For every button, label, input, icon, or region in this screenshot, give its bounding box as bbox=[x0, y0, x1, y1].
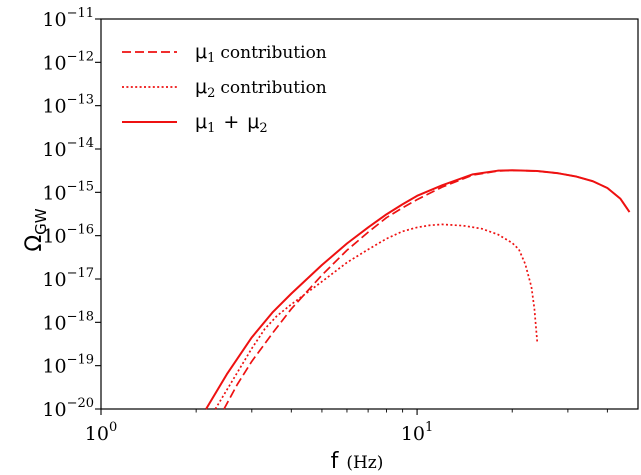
legend-plus: + bbox=[223, 111, 239, 133]
y-tick-label: 10−18 bbox=[42, 309, 94, 334]
x-axis-symbol: f bbox=[331, 449, 340, 474]
y-tick-exponent: −17 bbox=[67, 266, 94, 281]
y-tick-label: 10−17 bbox=[42, 266, 94, 291]
ticks-layer: 10−2010−1910−1810−1710−1610−1510−1410−13… bbox=[42, 6, 608, 445]
plot-area bbox=[100, 18, 639, 410]
y-tick-label: 10−13 bbox=[42, 93, 94, 118]
y-tick-label: 10−19 bbox=[42, 353, 94, 378]
x-tick-base: 10 bbox=[85, 423, 109, 445]
legend-subscript: 1 bbox=[207, 121, 215, 136]
y-tick-label: 10−15 bbox=[42, 179, 94, 204]
y-tick-label: 10−11 bbox=[42, 6, 94, 31]
y-tick-base: 10 bbox=[42, 182, 66, 204]
y-tick-base: 10 bbox=[42, 9, 66, 31]
legend-label-1: μ1 contribution bbox=[195, 41, 327, 66]
legend-text: contribution bbox=[220, 78, 326, 98]
y-tick-exponent: −18 bbox=[67, 309, 94, 324]
y-axis-label: ΩGW bbox=[22, 208, 50, 251]
y-tick-exponent: −16 bbox=[67, 223, 94, 238]
series-layer bbox=[205, 169, 631, 410]
legend-text: contribution bbox=[220, 43, 326, 63]
y-tick-exponent: −12 bbox=[67, 49, 94, 64]
legend-subscript: 2 bbox=[259, 121, 267, 136]
series-line-2 bbox=[214, 223, 539, 410]
y-tick-exponent: −20 bbox=[67, 396, 94, 411]
legend-mu: μ bbox=[247, 111, 259, 133]
y-tick-exponent: −11 bbox=[67, 6, 94, 21]
x-axis-unit: (Hz) bbox=[346, 453, 383, 473]
y-tick-base: 10 bbox=[42, 269, 66, 291]
legend-label-2: μ2 contribution bbox=[195, 76, 327, 101]
legend-mu: μ bbox=[195, 111, 207, 133]
y-tick-label: 10−14 bbox=[42, 136, 94, 161]
axis-labels: f (Hz) ΩGW bbox=[22, 208, 383, 474]
x-tick-label: 100 bbox=[85, 420, 117, 445]
x-tick-exponent: 1 bbox=[425, 420, 433, 435]
legend-mu: μ bbox=[195, 41, 207, 63]
y-tick-base: 10 bbox=[42, 399, 66, 421]
x-tick-base: 10 bbox=[401, 423, 425, 445]
y-tick-exponent: −19 bbox=[67, 353, 94, 368]
y-tick-base: 10 bbox=[42, 96, 66, 118]
x-tick-label: 101 bbox=[401, 420, 433, 445]
series-line-3 bbox=[205, 169, 631, 410]
y-axis-symbol: Ω bbox=[22, 235, 47, 252]
legend-label-3: μ1 + μ2 bbox=[195, 111, 268, 136]
y-tick-exponent: −14 bbox=[67, 136, 94, 151]
y-tick-label: 10−20 bbox=[42, 396, 94, 421]
x-tick-exponent: 0 bbox=[109, 420, 117, 435]
series-line-1 bbox=[223, 169, 631, 410]
y-tick-base: 10 bbox=[42, 226, 66, 248]
y-axis-subscript: GW bbox=[32, 208, 50, 235]
legend-subscript: 2 bbox=[207, 86, 215, 101]
y-tick-base: 10 bbox=[42, 312, 66, 334]
plot-border bbox=[100, 18, 639, 410]
legend-subscript: 1 bbox=[207, 51, 215, 66]
y-tick-label: 10−12 bbox=[42, 49, 94, 74]
y-tick-base: 10 bbox=[42, 52, 66, 74]
y-tick-exponent: −15 bbox=[67, 179, 94, 194]
y-tick-base: 10 bbox=[42, 356, 66, 378]
legend-mu: μ bbox=[195, 76, 207, 98]
x-axis-label: f (Hz) bbox=[331, 449, 384, 474]
y-tick-label: 10−16 bbox=[42, 223, 94, 248]
y-tick-exponent: −13 bbox=[67, 93, 94, 108]
y-tick-base: 10 bbox=[42, 139, 66, 161]
